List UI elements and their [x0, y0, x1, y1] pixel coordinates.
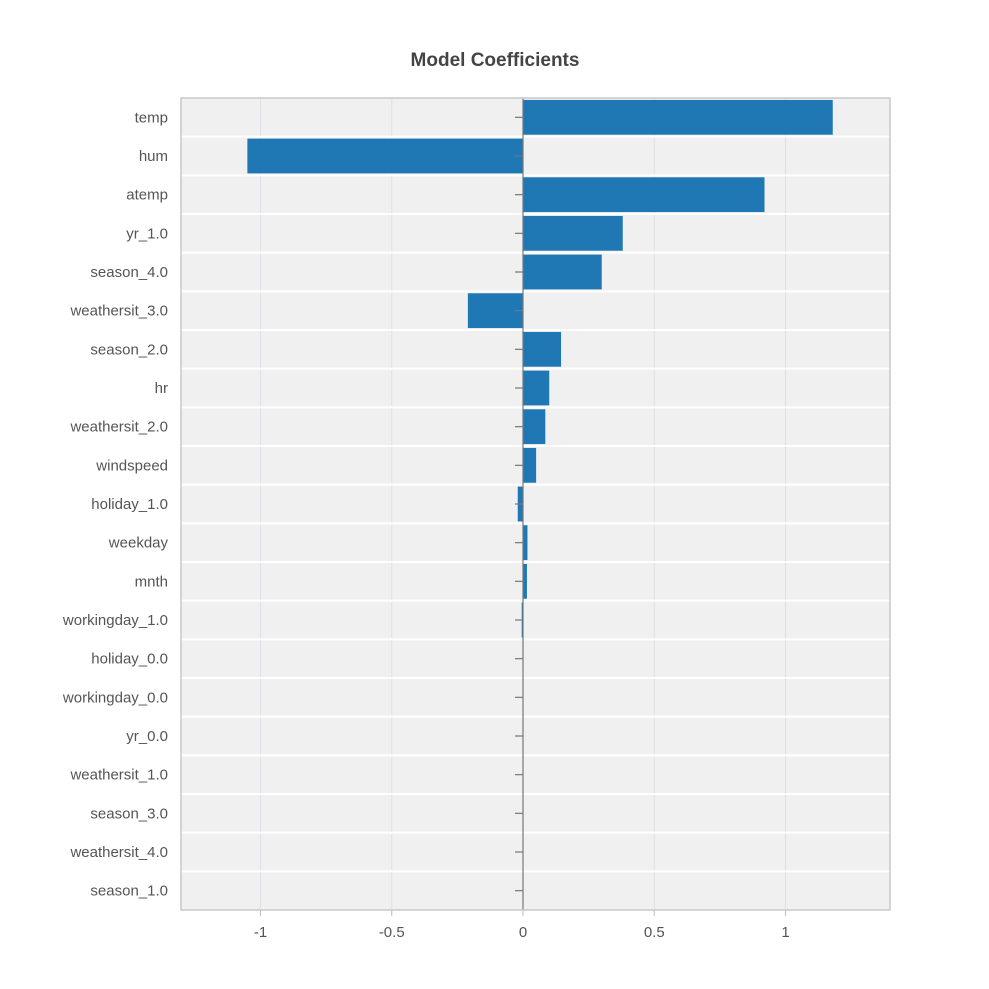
x-tick-labels: -1 -0.5 0 0.5 1 — [254, 924, 790, 941]
y-tick-label-season_1.0: season_1.0 — [90, 883, 168, 900]
row-separators — [181, 135, 890, 873]
y-tick-label-mnth: mnth — [135, 573, 168, 590]
chart-title: Model Coefficients — [411, 50, 580, 71]
x-ticks — [260, 910, 786, 916]
y-tick-label-holiday_1.0: holiday_1.0 — [91, 496, 168, 513]
x-tick-label-4: 1 — [781, 924, 789, 941]
y-tick-label-workingday_1.0: workingday_1.0 — [62, 612, 168, 629]
y-tick-label-season_3.0: season_3.0 — [90, 805, 168, 822]
vertical-gridlines — [260, 98, 786, 910]
bar-mnth — [523, 563, 527, 599]
bar-weathersit_3.0 — [467, 293, 523, 329]
y-tick-label-season_4.0: season_4.0 — [90, 264, 168, 281]
bars — [247, 99, 833, 638]
y-tick-label-weathersit_2.0: weathersit_2.0 — [69, 419, 168, 436]
y-tick-label-season_2.0: season_2.0 — [90, 341, 168, 358]
y-tick-label-weathersit_1.0: weathersit_1.0 — [69, 767, 168, 784]
bar-hr — [523, 370, 550, 406]
bar-weathersit_2.0 — [523, 409, 546, 445]
bar-weekday — [523, 525, 528, 561]
y-tick-labels: temp hum atemp yr_1.0 season_4.0 weathersit_3… — [62, 109, 169, 899]
y-tick-label-holiday_0.0: holiday_0.0 — [91, 651, 168, 668]
x-tick-label-1: -0.5 — [379, 924, 405, 941]
x-tick-label-2: 0 — [519, 924, 527, 941]
x-tick-label-0: -1 — [254, 924, 267, 941]
bar-temp — [523, 99, 833, 135]
y-tick-label-yr_1.0: yr_1.0 — [126, 225, 168, 242]
bar-windspeed — [523, 447, 537, 483]
bar-season_2.0 — [523, 331, 562, 367]
y-tick-label-weathersit_3.0: weathersit_3.0 — [69, 303, 168, 320]
x-tick-label-3: 0.5 — [644, 924, 665, 941]
bar-yr_1.0 — [523, 215, 623, 251]
y-tick-label-yr_0.0: yr_0.0 — [126, 728, 168, 745]
bar-atemp — [523, 177, 765, 213]
y-tick-label-hr: hr — [155, 380, 168, 397]
bar-season_4.0 — [523, 254, 602, 290]
y-tick-label-weathersit_4.0: weathersit_4.0 — [69, 844, 168, 861]
y-tick-label-weekday: weekday — [108, 535, 169, 552]
y-ticks — [515, 116, 523, 892]
y-tick-label-temp: temp — [135, 109, 168, 126]
plot-frame — [180, 97, 891, 911]
y-tick-label-hum: hum — [139, 148, 168, 165]
y-tick-label-workingday_0.0: workingday_0.0 — [62, 689, 168, 706]
y-tick-label-windspeed: windspeed — [95, 457, 168, 474]
y-tick-label-atemp: atemp — [126, 187, 168, 204]
bar-hum — [247, 138, 523, 174]
